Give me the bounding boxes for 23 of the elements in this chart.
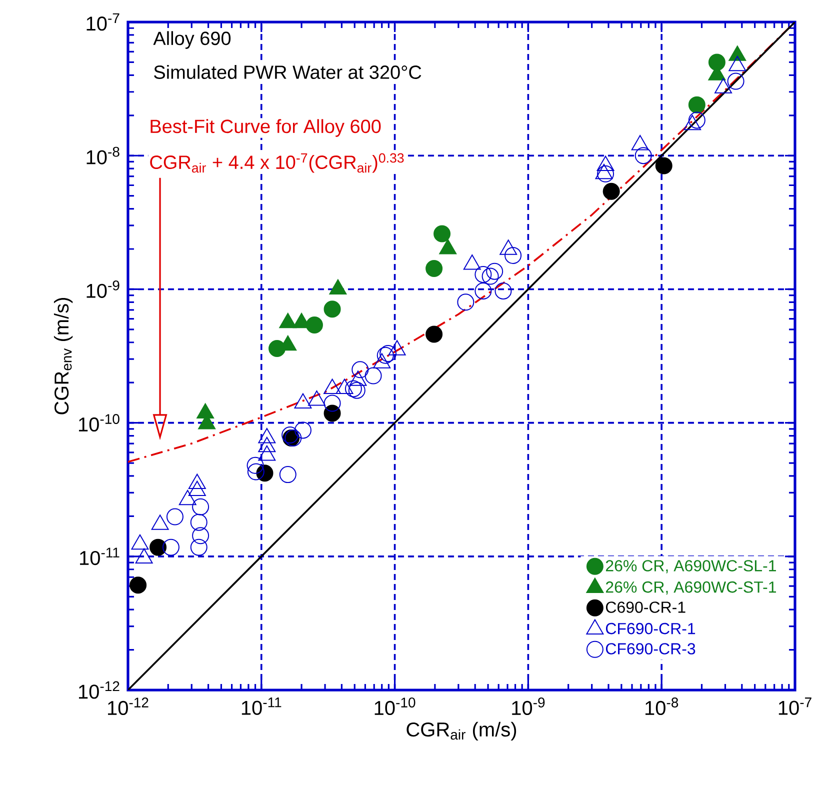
y-tick-label: 10$^{-9}$ (86, 280, 120, 298)
x-tick-label: 10$^{-11}$ (242, 698, 282, 715)
y-tick-label: 10$^{-12}$ (78, 681, 120, 699)
y-tick-label: 10$^{-7}$ (86, 13, 120, 31)
annotation: CGR$_{air}$ + 4.4 x 10$^{-7}$(CGR$_{air}$)$^{0.33}$ (150, 153, 404, 173)
legend-label: CF690-CR-3 (606, 643, 696, 654)
legend-label: 26% CR, A690WC-SL-1 (606, 560, 776, 574)
x-tick-label: 10$^{-7}$ (778, 698, 812, 715)
y-axis-title: CGR$_{env}$ (m/s) (54, 298, 73, 414)
x-tick-label: 10$^{-8}$ (646, 698, 678, 716)
annotation: Simulated PWR Water at 320°C (154, 65, 422, 79)
x-tick-label: 10$^{-12}$ (108, 698, 148, 716)
y-tick-label: 10$^{-11}$ (80, 548, 120, 566)
x-tick-label: 10$^{-9}$ (512, 698, 545, 716)
x-tick-label: 10$^{-10}$ (374, 698, 416, 716)
y-tick-label: 10$^{-8}$ (86, 146, 120, 164)
legend-label: 26% CR, A690WC-ST-1 (606, 581, 776, 595)
annotation: Best-Fit Curve for Alloy 600 (150, 119, 381, 137)
y-tick-label: 10$^{-10}$ (78, 414, 120, 432)
legend-label: CF690-CR-1 (606, 622, 696, 634)
x-axis-title: CGR$_{air}$ (m/s) (406, 722, 516, 741)
legend-label: C690-CR-1 (606, 602, 686, 613)
annotation: Alloy 690 (153, 31, 231, 49)
